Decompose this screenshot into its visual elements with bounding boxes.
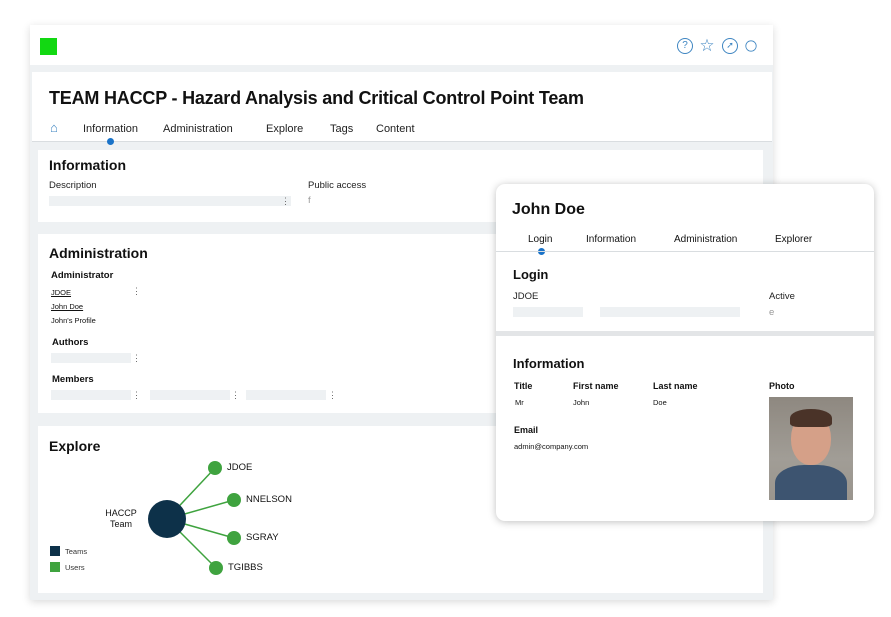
description-label: Description — [49, 180, 97, 191]
authors-field[interactable] — [51, 353, 131, 363]
user-node[interactable] — [227, 493, 241, 507]
last-name-value: Doe — [653, 398, 667, 407]
more-icon[interactable]: ⋮ — [231, 390, 240, 400]
tab-content[interactable]: Content — [376, 123, 415, 135]
tab-explorer[interactable]: Explorer — [775, 234, 813, 245]
more-icon[interactable]: ⋮ — [281, 196, 290, 206]
photo-label: Photo — [769, 381, 795, 391]
compass-icon[interactable]: ➚ — [722, 38, 738, 54]
more-icon[interactable]: ⋮ — [132, 390, 141, 400]
email-value: admin@company.com — [514, 442, 589, 451]
description-field[interactable] — [49, 196, 291, 206]
node-label: JDOE — [227, 462, 253, 473]
active-value: e — [769, 307, 775, 318]
last-name-label: Last name — [653, 381, 698, 391]
section-heading: Administration — [49, 245, 148, 261]
public-access-label: Public access — [308, 180, 367, 191]
member-field[interactable] — [51, 390, 131, 400]
divider — [496, 331, 874, 336]
legend-swatch-teams — [50, 546, 60, 556]
admin-name-link[interactable]: John Doe — [51, 302, 84, 311]
first-name-value: John — [573, 398, 590, 407]
help-icon[interactable]: ? — [677, 38, 693, 54]
active-label: Active — [769, 291, 795, 302]
user-node[interactable] — [227, 531, 241, 545]
legend-teams: Teams — [65, 547, 88, 556]
legend-users: Users — [65, 563, 85, 572]
more-icon[interactable]: ⋮ — [328, 390, 337, 400]
tab-administration[interactable]: Administration — [163, 123, 233, 135]
member-field[interactable] — [246, 390, 326, 400]
title-label: Title — [514, 381, 533, 391]
login-label: JDOE — [513, 291, 539, 302]
star-icon[interactable]: ☆ — [699, 36, 715, 55]
information-heading: Information — [513, 356, 585, 371]
node-label: NNELSON — [246, 494, 292, 505]
user-card: John Doe Login Information Administratio… — [496, 184, 874, 521]
tab-login[interactable]: Login — [528, 234, 553, 245]
user-node[interactable] — [208, 461, 222, 475]
title-value: Mr — [515, 398, 524, 407]
user-name: John Doe — [512, 201, 585, 218]
login-field-2[interactable] — [600, 307, 740, 317]
node-label: TGIBBS — [228, 562, 263, 573]
tab-information[interactable]: Information — [586, 234, 637, 245]
admin-profile: John's Profile — [51, 316, 96, 325]
member-field[interactable] — [150, 390, 230, 400]
logo[interactable] — [40, 38, 57, 55]
authors-label: Authors — [52, 337, 89, 348]
more-icon[interactable]: ⋮ — [132, 353, 141, 363]
search-icon[interactable] — [745, 40, 757, 52]
team-node[interactable] — [148, 500, 186, 538]
section-heading: Information — [49, 157, 126, 173]
legend-swatch-users — [50, 562, 60, 572]
first-name-label: First name — [573, 381, 619, 391]
tab-tags[interactable]: Tags — [330, 123, 354, 135]
node-label: SGRAY — [246, 532, 279, 543]
more-icon[interactable]: ⋮ — [132, 286, 141, 296]
home-icon[interactable]: ⌂ — [50, 120, 58, 135]
login-field[interactable] — [513, 307, 583, 317]
public-access-value: f — [308, 195, 311, 206]
divider — [496, 251, 874, 252]
active-tab-indicator — [107, 138, 114, 145]
explore-graph — [50, 461, 241, 575]
user-node[interactable] — [209, 561, 223, 575]
administrator-label: Administrator — [51, 270, 114, 281]
top-bar: ? ☆ ➚ — [30, 25, 773, 65]
tab-explore[interactable]: Explore — [266, 123, 304, 135]
admin-login-link[interactable]: JDOE — [51, 288, 72, 297]
tab-administration[interactable]: Administration — [674, 234, 738, 245]
email-label: Email — [514, 425, 539, 435]
title-card: TEAM HACCP - Hazard Analysis and Critica… — [32, 72, 772, 145]
page-title: TEAM HACCP - Hazard Analysis and Critica… — [49, 88, 584, 108]
team-node-label: HACCP Team — [105, 508, 137, 529]
members-label: Members — [52, 374, 94, 385]
tab-information[interactable]: Information — [83, 123, 139, 135]
section-heading: Explore — [49, 438, 101, 454]
user-photo — [769, 397, 853, 500]
login-heading: Login — [513, 267, 549, 282]
